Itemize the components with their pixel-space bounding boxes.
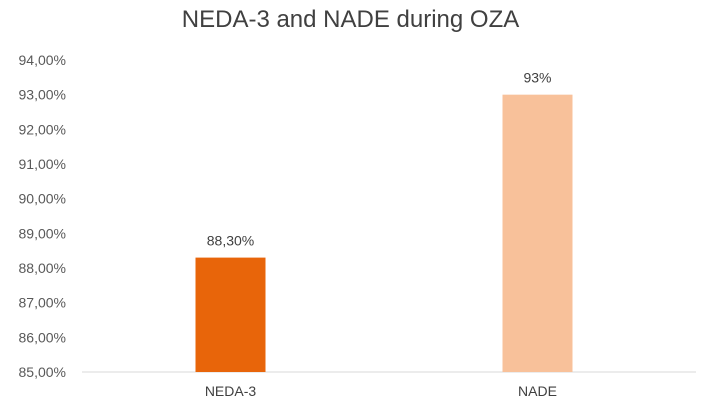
chart-title: NEDA-3 and NADE during OZA (181, 6, 520, 33)
y-axis-ticks: 85,00% 86,00% 87,00% 88,00% 89,00% 90,00% 91,0… (19, 52, 66, 380)
category-labels: NEDA-3 NADE (205, 383, 557, 399)
y-tick-label: 87,00% (19, 295, 66, 311)
y-tick-label: 89,00% (19, 225, 66, 241)
category-label: NEDA-3 (205, 383, 257, 399)
y-tick-label: 91,00% (19, 156, 66, 172)
y-tick-label: 86,00% (19, 329, 66, 345)
bars (195, 94, 573, 373)
category-label: NADE (518, 383, 557, 399)
bar-nade (502, 94, 573, 373)
y-tick-label: 90,00% (19, 191, 66, 207)
y-tick-label: 94,00% (19, 52, 66, 68)
y-tick-label: 93,00% (19, 87, 66, 103)
bar-neda-3 (195, 257, 266, 372)
y-tick-label: 88,00% (19, 260, 66, 276)
y-tick-label: 85,00% (19, 364, 66, 380)
data-labels: 88,30% 93% (207, 70, 552, 249)
data-label: 88,30% (207, 233, 254, 249)
data-label: 93% (523, 70, 551, 86)
y-tick-label: 92,00% (19, 121, 66, 137)
